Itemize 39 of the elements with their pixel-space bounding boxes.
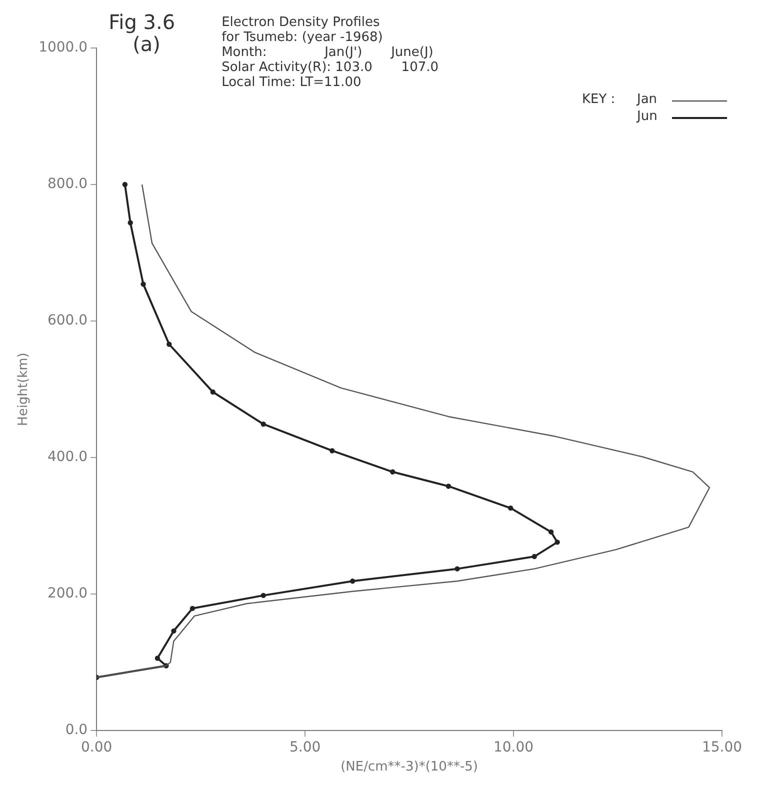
point [154, 656, 160, 661]
point [532, 554, 537, 560]
legend-title: KEY : [582, 92, 616, 107]
point [554, 540, 560, 545]
x-tick-label: 10.00 [493, 740, 534, 756]
x-tick-label: 0.00 [81, 740, 112, 756]
y-tick-label: 200.0 [47, 586, 88, 602]
y-tick-label: 600.0 [47, 312, 88, 329]
annotation: Solar Activity(R): 103.0 107.0 [222, 60, 439, 75]
point [190, 606, 196, 612]
point [171, 628, 176, 634]
y-tick-label: 800.0 [47, 176, 88, 192]
point [128, 220, 133, 226]
point [210, 389, 216, 395]
point [140, 282, 146, 287]
point [548, 529, 554, 535]
point [390, 469, 396, 474]
annotation: Month: Jan(J') June(J) [222, 44, 434, 60]
y-tick-label: 400.0 [47, 449, 88, 466]
y-axis-title: Height(km) [16, 352, 32, 426]
annotation: Local Time: LT=11.00 [222, 74, 362, 90]
point [260, 422, 266, 427]
point [454, 566, 460, 572]
y-tick-label: 0.0 [65, 722, 88, 738]
point [350, 578, 356, 584]
annotation: Fig 3.6 (a) [108, 10, 176, 56]
point [446, 484, 452, 489]
point [330, 448, 335, 454]
chart-title: Electron Density Profiles for Tsumeb: (year -1968) [222, 14, 383, 45]
point [122, 182, 128, 188]
legend-label: Jun [636, 108, 658, 124]
x-tick-label: 5.00 [289, 740, 321, 756]
point [260, 592, 266, 598]
point [166, 342, 172, 347]
legend-label: Jan [636, 92, 658, 107]
x-axis-title: (NE/cm**-3)*(10**-5) [340, 760, 478, 775]
y-tick-label: 1000.0 [38, 40, 88, 56]
point [508, 505, 514, 511]
x-tick-label: 15.00 [702, 740, 742, 756]
